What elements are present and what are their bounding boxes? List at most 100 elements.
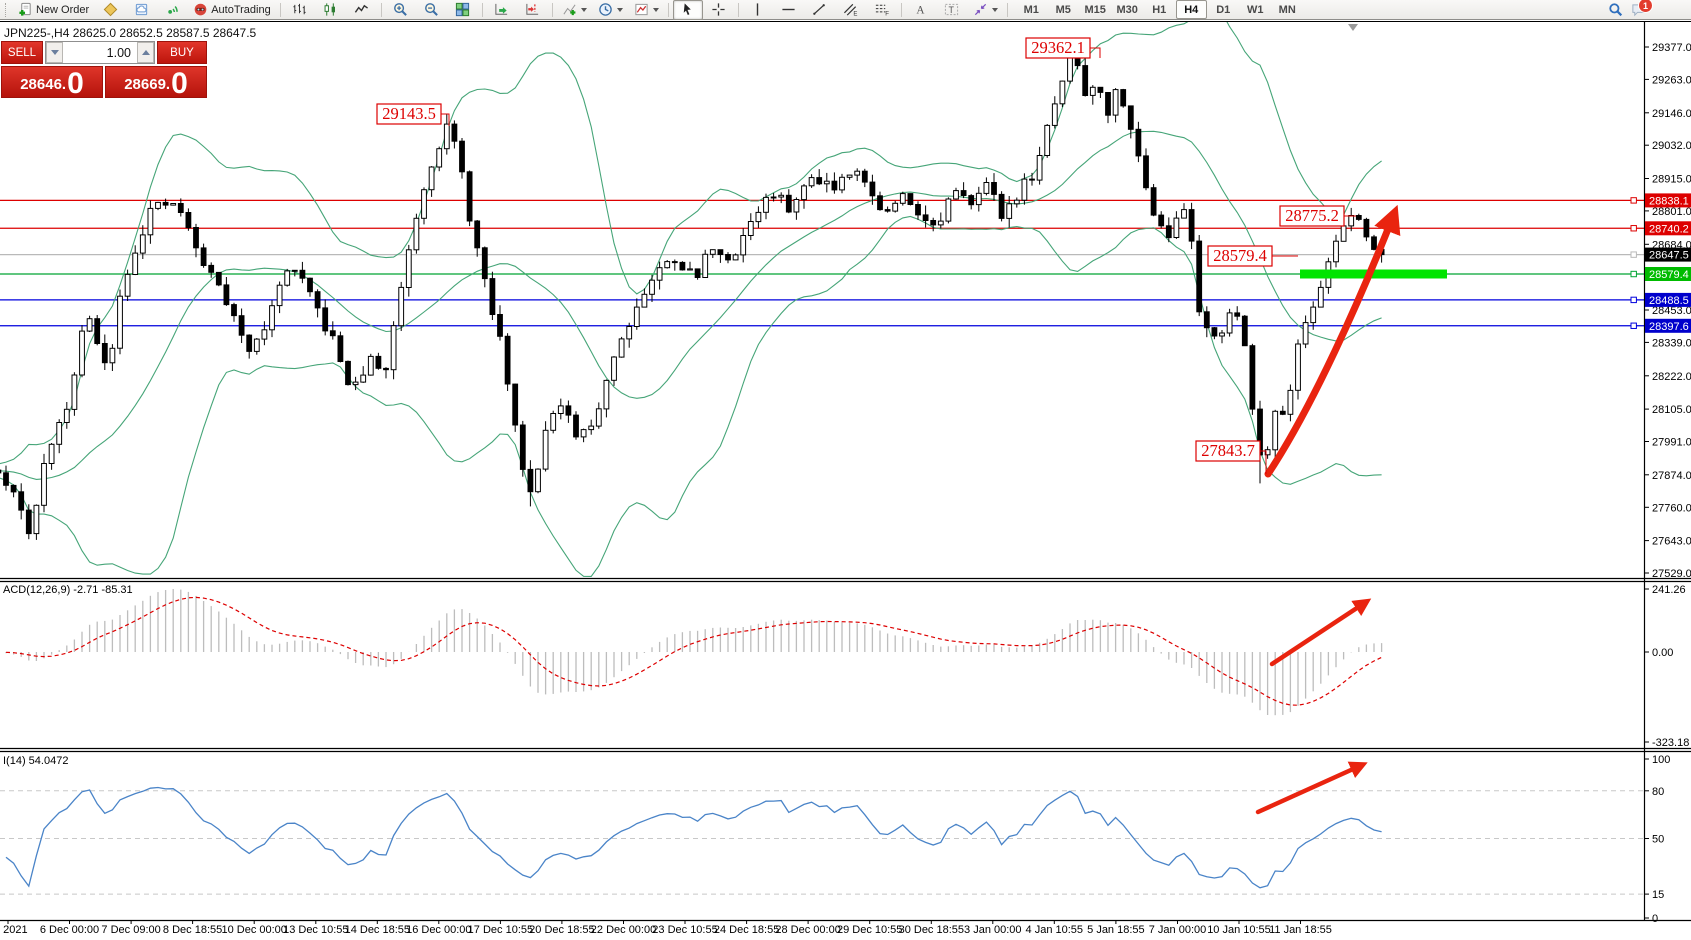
price-annotation-box[interactable]	[376, 103, 442, 125]
signals-button[interactable]	[157, 0, 187, 20]
periods-button[interactable]	[593, 0, 628, 20]
time-axis-label: 28 Dec 00:00	[775, 924, 840, 936]
timeframe-button-h1[interactable]: H1	[1152, 3, 1167, 16]
time-axis-label: 24 Dec 18:55	[714, 924, 779, 936]
price-level-tag: 28838.1	[1649, 195, 1689, 207]
buy-price-small: 28669.	[124, 75, 171, 93]
time-axis-label: 23 Dec 10:55	[652, 924, 717, 936]
crosshair-button[interactable]	[704, 0, 734, 20]
price-annotation-box[interactable]	[1207, 245, 1273, 267]
buy-button[interactable]: BUY	[157, 41, 207, 64]
text-icon: A	[917, 5, 926, 17]
macd-axis-tick: 241.26	[1652, 584, 1686, 596]
price-level-tag: 28397.6	[1649, 321, 1689, 333]
horizontal-line-button[interactable]	[774, 0, 804, 20]
time-axis-label: 20 Dec 18:55	[529, 924, 594, 936]
timeframe-button-d1[interactable]: D1	[1216, 3, 1231, 16]
time-axis-label: 22 Dec 00:00	[591, 924, 656, 936]
indicators-icon	[562, 2, 577, 16]
timeframe-button-m1[interactable]: M1	[1023, 3, 1039, 16]
timeframe-button-h4[interactable]: H4	[1175, 0, 1207, 19]
community-button[interactable]: 1	[1631, 0, 1653, 17]
tile-windows-button[interactable]	[448, 0, 478, 20]
time-axis-label: 7 Jan 00:00	[1149, 924, 1207, 936]
symbol-ohlc-line: JPN225-,H4 28625.0 28652.5 28587.5 28647…	[4, 26, 257, 40]
time-axis-label: 29 Dec 10:55	[837, 924, 902, 936]
new-order-button[interactable]: New Order	[13, 0, 94, 20]
fibonacci-button[interactable]: F	[867, 0, 897, 20]
templates-button[interactable]	[629, 0, 664, 20]
arrows-shapes-button[interactable]	[968, 0, 1003, 20]
price-axis-tick: 29377.0	[1652, 42, 1691, 54]
cursor-button[interactable]	[672, 0, 703, 20]
metaeditor-icon	[103, 2, 118, 17]
sell-price[interactable]: 28646. 0	[1, 66, 103, 98]
text-label-button[interactable]: T	[937, 0, 967, 20]
text-button[interactable]: A	[906, 0, 936, 20]
line-chart-icon	[354, 2, 369, 17]
price-annotation-label: 27843.7	[1201, 441, 1255, 460]
candlestick-chart-button[interactable]	[316, 0, 346, 20]
chart-annotations: 29362.1 29143.5 28775.2 28579.4 27843.7 ACD(1…	[3, 24, 1447, 815]
trend-arrow[interactable]	[1269, 598, 1372, 667]
price-annotation-box[interactable]	[1279, 205, 1345, 227]
price-axis-tick: 27760.0	[1652, 502, 1691, 514]
trendline-icon	[813, 4, 826, 15]
equidistant-channel-button[interactable]: E	[836, 0, 866, 20]
macd-axis-tick: 0.00	[1652, 647, 1673, 659]
autotrading-button[interactable]: AutoTrading	[188, 0, 276, 20]
timeframe-button-w1[interactable]: W1	[1246, 3, 1264, 16]
vertical-line-button[interactable]	[743, 0, 773, 20]
price-axis-tick: 29032.0	[1652, 140, 1691, 152]
horizontal-line-icon	[781, 2, 796, 17]
sell-button[interactable]: SELL	[1, 41, 43, 64]
price-annotation-box[interactable]	[1195, 440, 1261, 462]
zoom-in-button[interactable]	[386, 0, 416, 20]
time-axis-label: 8 Dec 18:55	[163, 924, 222, 936]
search-icon[interactable]	[1608, 2, 1623, 17]
autotrading-label: AutoTrading	[211, 3, 271, 16]
chart-window: 29362.1 29143.5 28775.2 28579.4 27843.7 ACD(1…	[0, 20, 1691, 940]
toolbar-separator	[667, 2, 669, 17]
buy-price[interactable]: 28669. 0	[105, 66, 207, 98]
price-annotation-label: 28579.4	[1213, 246, 1267, 265]
bar-chart-icon	[292, 2, 307, 17]
time-axis-label: ec 2021	[0, 924, 28, 936]
buy-price-big-digit: 0	[171, 66, 188, 100]
chart-shift-marker[interactable]	[1348, 24, 1358, 31]
volume-decrease-button[interactable]	[46, 42, 63, 63]
chart-canvas[interactable]: 29362.1 29143.5 28775.2 28579.4 27843.7 ACD(1…	[0, 20, 1691, 940]
rsi-axis-tick: 100	[1652, 754, 1670, 766]
trend-arrow[interactable]	[1255, 761, 1368, 815]
zoom-out-button[interactable]	[417, 0, 447, 20]
bar-chart-button[interactable]	[285, 0, 315, 20]
timeframe-button-m30[interactable]: M30	[1116, 3, 1138, 16]
volume-increase-button[interactable]	[137, 42, 154, 63]
auto-scroll-button[interactable]	[487, 0, 517, 20]
time-axis-label: 7 Dec 09:00	[101, 924, 160, 936]
price-level-tag: 28579.4	[1649, 269, 1689, 281]
price-axis-tick: 28453.0	[1652, 305, 1691, 317]
trend-arrow[interactable]	[1264, 204, 1401, 478]
svg-text:T: T	[949, 5, 955, 15]
new-order-label: New Order	[36, 3, 90, 16]
timeframe-button-m15[interactable]: M15	[1084, 3, 1106, 16]
new-order-icon	[19, 2, 33, 16]
metaeditor-button[interactable]	[95, 0, 125, 20]
time-axis-label: 16 Dec 00:00	[406, 924, 471, 936]
zoom-out-icon	[424, 2, 439, 17]
timeframe-button-m5[interactable]: M5	[1055, 3, 1071, 16]
price-annotation-box[interactable]	[1025, 37, 1091, 59]
volume-value[interactable]: 1.00	[106, 45, 131, 60]
price-axis-tick: 27643.0	[1652, 536, 1691, 548]
indicators-button[interactable]	[557, 0, 592, 20]
autotrading-icon	[194, 3, 207, 16]
price-axis-tick: 27991.0	[1652, 437, 1691, 449]
macd-indicator	[5, 589, 1383, 716]
publish-chart-button[interactable]	[126, 0, 156, 20]
timeframe-button-mn[interactable]: MN	[1278, 3, 1296, 16]
line-chart-button[interactable]	[347, 0, 377, 20]
zoom-in-icon	[393, 2, 408, 17]
chart-shift-button[interactable]	[518, 0, 548, 20]
trendline-button[interactable]	[805, 0, 835, 20]
